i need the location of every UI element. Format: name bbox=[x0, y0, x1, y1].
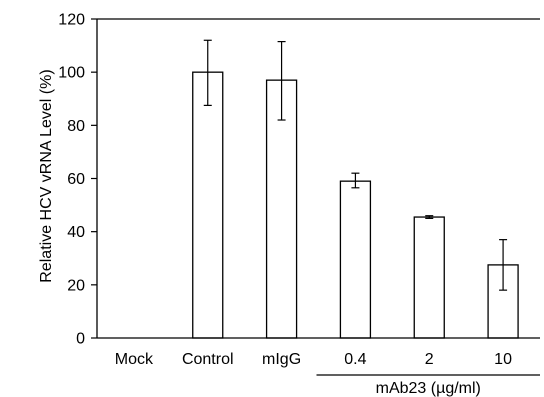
x-tick-label: Control bbox=[182, 351, 234, 368]
y-tick-label: 20 bbox=[67, 277, 85, 294]
category-label-layer: Mock Control mIgG 0.4 2 10 mAb23 (µg/ml) bbox=[115, 351, 540, 397]
bar bbox=[192, 71, 224, 339]
y-axis-label: Relative HCV vRNA Level (%) bbox=[38, 69, 55, 282]
x-tick-label: 2 bbox=[425, 351, 434, 368]
group-label: mAb23 (µg/ml) bbox=[376, 380, 481, 397]
y-tick-label: 40 bbox=[67, 224, 85, 241]
y-tick-label: 0 bbox=[76, 331, 85, 348]
y-tick-label: 120 bbox=[58, 12, 85, 29]
y-tick-label: 80 bbox=[67, 118, 85, 135]
x-tick-label: Mock bbox=[115, 351, 154, 368]
bar bbox=[339, 180, 372, 339]
x-tick-label: 10 bbox=[494, 351, 512, 368]
x-tick-label: mIgG bbox=[262, 351, 301, 368]
bars-layer bbox=[192, 39, 519, 339]
y-tick-layer: 0 20 40 60 80 100 120 bbox=[58, 12, 97, 348]
bar bbox=[413, 216, 445, 339]
y-tick-label: 60 bbox=[67, 171, 85, 188]
x-tick-label: 0.4 bbox=[344, 351, 366, 368]
y-tick-label: 100 bbox=[58, 65, 85, 82]
axis-layer bbox=[96, 18, 540, 339]
